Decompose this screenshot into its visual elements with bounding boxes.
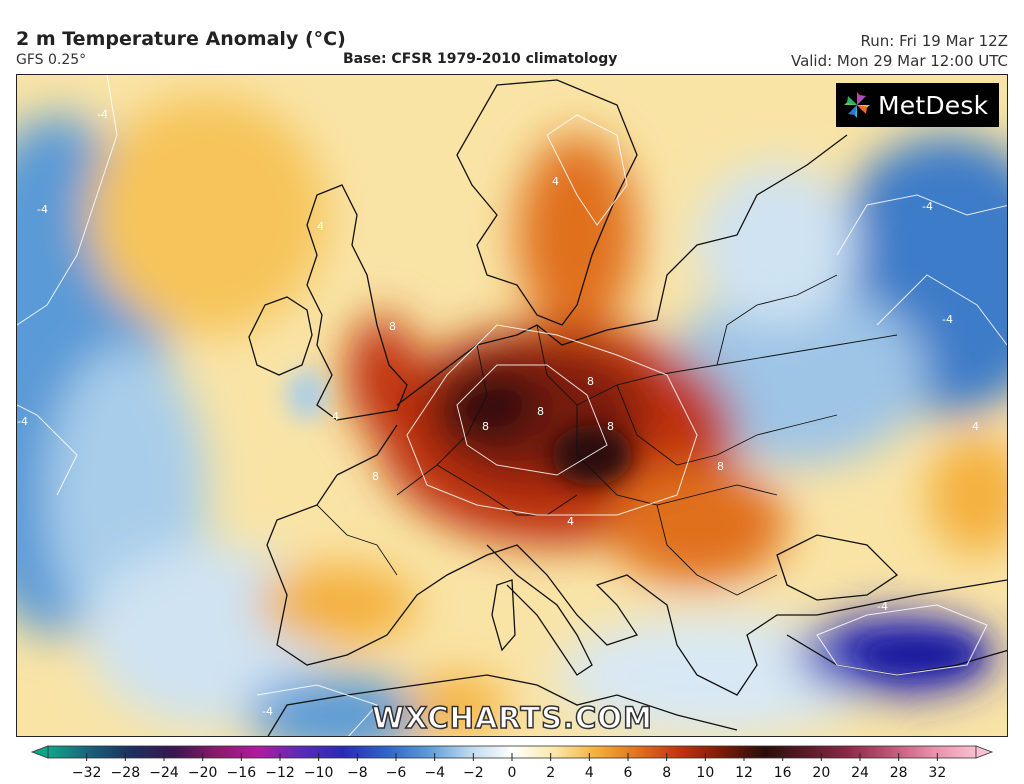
contour-label: 4 bbox=[332, 410, 339, 423]
coastline-italy bbox=[486, 544, 593, 676]
metdesk-logo: MetDesk bbox=[836, 83, 999, 127]
contour-label: 8 bbox=[372, 470, 379, 483]
contour-label: -4 bbox=[262, 705, 273, 718]
wxcharts-watermark: WXCHARTS.COM bbox=[371, 700, 653, 736]
contour-label: 8 bbox=[607, 420, 614, 433]
pinwheel-icon bbox=[844, 92, 870, 118]
legend-tick-label: 6 bbox=[623, 765, 633, 781]
legend-tick-label: −12 bbox=[265, 765, 295, 781]
legend-tick-label: 12 bbox=[735, 765, 753, 781]
legend-tick-label: 8 bbox=[662, 765, 672, 781]
contour-label: -4 bbox=[37, 203, 48, 216]
coastline-ireland bbox=[248, 296, 313, 376]
coastline-black-sea bbox=[776, 534, 899, 601]
contour-label: -4 bbox=[922, 200, 933, 213]
contour-lines bbox=[17, 75, 1007, 736]
legend-tick-label: 16 bbox=[773, 765, 792, 781]
contour-label: 8 bbox=[717, 460, 724, 473]
legend-tick-label: −2 bbox=[463, 765, 484, 781]
legend-tick-label: 20 bbox=[812, 765, 831, 781]
legend-tick-label: 0 bbox=[507, 765, 517, 781]
legend-arrow-left bbox=[30, 745, 49, 759]
legend-tick-label: −10 bbox=[303, 765, 334, 781]
legend-tick-label: 10 bbox=[696, 765, 715, 781]
coastline-great-britain bbox=[306, 184, 408, 421]
coastline-north-africa bbox=[267, 674, 738, 736]
coastline-sardinia-corsica bbox=[491, 579, 516, 652]
contour-label: 8 bbox=[537, 405, 544, 418]
country-borders bbox=[316, 274, 898, 596]
legend-tick-label: −6 bbox=[385, 765, 407, 781]
coastlines bbox=[248, 79, 1007, 736]
contour-label: -4 bbox=[877, 600, 888, 613]
contour-label: -4 bbox=[97, 108, 108, 121]
legend-tick-label: 4 bbox=[584, 765, 594, 781]
contour-label: 8 bbox=[587, 375, 594, 388]
color-legend-bar bbox=[30, 745, 994, 761]
model-label: GFS 0.25° bbox=[16, 52, 87, 68]
contour-label: 4 bbox=[317, 220, 324, 233]
contour-label: 4 bbox=[567, 515, 574, 528]
legend-tick-label: 28 bbox=[889, 765, 908, 781]
chart-header: 2 m Temperature Anomaly (°C) GFS 0.25° B… bbox=[0, 0, 1024, 74]
contour-label: -4 bbox=[17, 415, 28, 428]
anomaly-field-details bbox=[287, 370, 977, 671]
contour-labels: -4 -4 -4 -4 -4 -4 -4 4 4 4 4 4 8 8 8 8 8… bbox=[17, 108, 979, 718]
chart-title: 2 m Temperature Anomaly (°C) bbox=[16, 28, 346, 50]
temperature-anomaly-map[interactable]: -4 -4 -4 -4 -4 -4 -4 4 4 4 4 4 8 8 8 8 8… bbox=[16, 74, 1008, 737]
run-time-label: Run: Fri 19 Mar 12Z bbox=[860, 32, 1008, 50]
climatology-base-label: Base: CFSR 1979-2010 climatology bbox=[343, 51, 618, 67]
valid-time-label: Valid: Mon 29 Mar 12:00 UTC bbox=[790, 52, 1008, 70]
contour-label: -4 bbox=[942, 313, 953, 326]
legend-tick-label: 24 bbox=[851, 765, 869, 781]
legend-tick-label: −32 bbox=[71, 765, 102, 781]
contour-label: 4 bbox=[972, 420, 979, 433]
legend-tick-label: 2 bbox=[546, 765, 556, 781]
legend-tick-label: −24 bbox=[149, 765, 179, 781]
legend-tick-label: −28 bbox=[110, 765, 141, 781]
legend-tick-label: 32 bbox=[928, 765, 947, 781]
legend-tick-label: −8 bbox=[347, 765, 368, 781]
legend-tick-label: −16 bbox=[226, 765, 257, 781]
coastline-mainland-europe bbox=[266, 134, 1007, 696]
contour-label: 8 bbox=[389, 320, 396, 333]
logo-text: MetDesk bbox=[878, 90, 989, 120]
contour-label: 4 bbox=[552, 175, 559, 188]
legend-tick-label: −4 bbox=[424, 765, 445, 781]
coastline-scandinavia bbox=[456, 79, 638, 326]
color-legend: −32 −28 −24 −20 −16 −12 −10 −8 −6 −4 −2 0 2 4 6 8 10 12 16… bbox=[30, 742, 994, 782]
legend-tick-label: −20 bbox=[187, 765, 218, 781]
contour-label: 8 bbox=[482, 420, 489, 433]
legend-arrow-right bbox=[975, 745, 994, 759]
